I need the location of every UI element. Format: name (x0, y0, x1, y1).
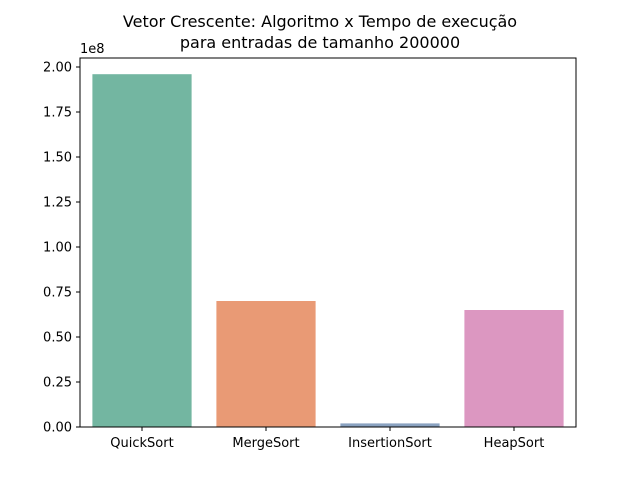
x-tick-label: QuickSort (110, 436, 173, 451)
x-tick-label: HeapSort (484, 436, 545, 451)
y-tick-label: 1.25 (43, 196, 72, 211)
y-tick-label: 0.25 (43, 376, 72, 391)
y-tick-label: 1.50 (43, 151, 72, 166)
y-tick-label: 1.00 (43, 241, 72, 256)
bar-insertionsort (340, 423, 440, 427)
y-tick-label: 2.00 (43, 61, 72, 76)
y-tick-label: 0.00 (43, 421, 72, 436)
y-tick-label: 1.75 (43, 106, 72, 121)
x-tick-label: InsertionSort (348, 436, 432, 451)
y-tick-label: 0.50 (43, 331, 72, 346)
y-offset-label: 1e8 (80, 42, 105, 57)
y-axis: 0.00 0.25 0.50 0.75 1.00 1.25 1.50 1.75 2.00 (43, 61, 80, 436)
y-tick-label: 0.75 (43, 286, 72, 301)
bars-group (92, 74, 564, 427)
x-axis: QuickSort MergeSort InsertionSort HeapSort (110, 427, 544, 451)
bar-heapsort (464, 310, 564, 427)
plot-frame (79, 57, 577, 428)
chart-title-line-1: Vetor Crescente: Algoritmo x Tempo de ex… (122, 12, 518, 31)
bar-mergesort (216, 301, 316, 427)
chart-title-line-2: para entradas de tamanho 200000 (179, 33, 461, 52)
x-tick-label: MergeSort (232, 436, 299, 451)
bar-quicksort (92, 74, 192, 427)
